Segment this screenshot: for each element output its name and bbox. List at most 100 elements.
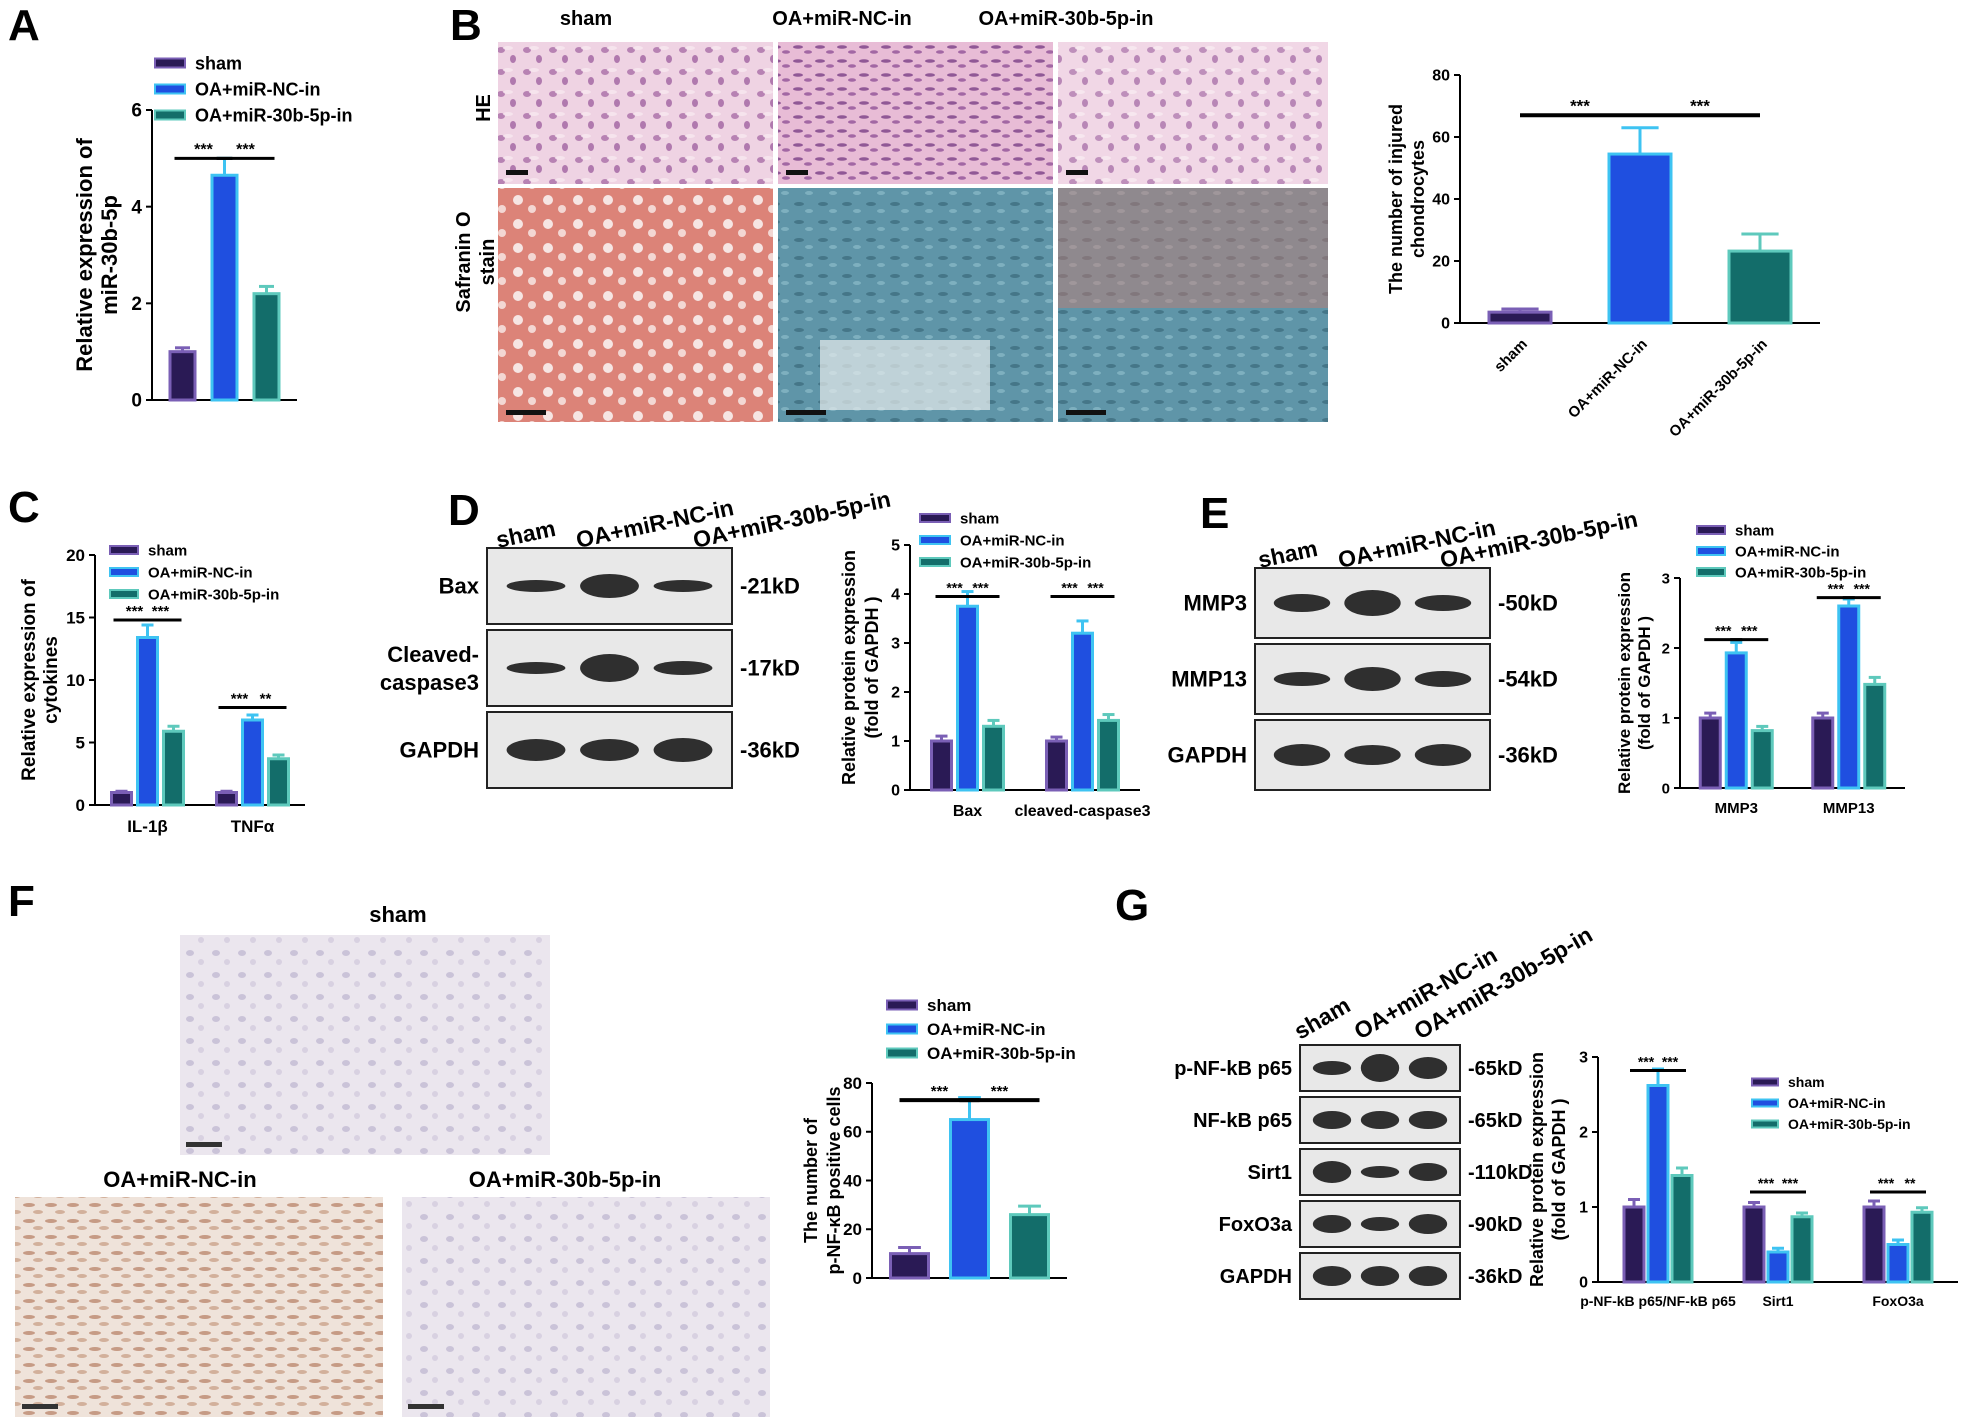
chart-e-legend-swatch [1696,546,1726,556]
chart-d-ylabel-2: (fold of GAPDH ) [862,597,882,739]
b-col-title-sham: sham [560,8,612,30]
chart-e: 0 1 2 3 Relative protein expression (fold of … [1615,522,1905,817]
blot-g-size-label: -65kD [1468,1110,1522,1132]
b-scale-bars [506,170,1106,415]
chart-e-bar [1837,604,1861,790]
blot-e-band [1414,671,1472,687]
chart-a-legend-label: sham [195,53,242,73]
b-col-title-nc: OA+miR-NC-in [772,8,911,30]
chart-g-legend-swatch [1751,1119,1779,1129]
chart-c-bar [267,757,290,807]
chart-f-legend-swatch [886,1047,918,1059]
blot-g-protein-label: p-NF-kB p65 [1174,1058,1292,1080]
chart-c-bar [162,729,185,807]
blot-g-band [1312,1215,1352,1233]
chart-f-bar [1009,1213,1050,1280]
chart-f-legend-swatch [886,999,918,1011]
blot-g-band [1312,1061,1352,1075]
chart-d-bar [1045,739,1068,792]
chart-f-ylabel-1: The number of [801,1117,821,1243]
f-scale-bars [22,1142,444,1409]
chart-b-ytick-label: 40 [1432,192,1450,209]
blot-d-band [653,661,713,675]
chart-d-category-label: cleaved-caspase3 [1014,803,1150,820]
chart-f-ytick-label: 20 [843,1220,862,1239]
chart-g-bar [1862,1205,1886,1284]
chart-f-legend-label: sham [927,996,971,1015]
chart-b-ylabel-2: chondrocytes [1408,140,1428,258]
blot-d-protein-label: Bax [439,574,480,599]
chart-g-bar [1742,1205,1766,1284]
chart-e-ylabel-2: (fold of GAPDH ) [1635,616,1654,750]
chart-a-ytick-label: 6 [131,101,142,122]
chart-c-legend-label: sham [148,542,187,559]
chart-d: 0 1 2 3 4 5 Relative protein expression (fold o… [839,510,1151,820]
panel-letter-g: G [1115,881,1149,930]
panel-letter-d: D [448,486,480,535]
chart-b-ytick-label: 80 [1432,68,1450,85]
blot-d-band [506,580,566,592]
chart-a-legend-swatch [154,83,186,95]
chart-c-legend-label: OA+miR-30b-5p-in [148,586,279,603]
chart-e-bar [1863,682,1887,790]
b-saf-sham-image [498,188,773,422]
f-title-nc: OA+miR-NC-in [103,1167,256,1192]
chart-f-ytick-label: 60 [843,1123,862,1142]
chart-b-bar [1727,249,1793,325]
chart-f-legend-swatch [886,1023,918,1035]
blot-d-size-label: -21kD [740,574,800,599]
chart-a-ylabel-1: Relative expression of [72,138,97,372]
blot-g-size-label: -36kD [1468,1266,1522,1288]
chart-e-bar [1811,716,1835,790]
b-row-label-saf-2: stain [477,239,499,286]
blot-e-band [1273,744,1331,766]
blot-e-band [1273,672,1331,686]
blot-e-band [1273,594,1331,612]
blot-d-protein-label-2: caspase3 [380,670,479,695]
panel-letter-a: A [8,1,40,50]
chart-g-legend-swatch [1751,1098,1779,1108]
f-title-in30: OA+miR-30b-5p-in [469,1167,662,1192]
chart-c-bar [215,791,238,807]
chart-f-ytick-label: 40 [843,1171,862,1190]
chart-e-legend-swatch [1696,567,1726,577]
chart-c-ylabel-1: Relative expression of [19,578,40,780]
chart-d-legend-swatch [919,513,951,523]
chart-g-legend-label: sham [1788,1074,1825,1090]
chart-c-significance-label: *** [152,603,170,620]
chart-g-bar [1622,1205,1646,1284]
chart-b-bar [1487,310,1553,325]
blot-g-size-label: -90kD [1468,1214,1522,1236]
blot-e-protein-label: GAPDH [1168,743,1247,768]
chart-a-bar [168,350,197,402]
chart-f: 0 20 40 60 80 The number of p-NF-κB positive c… [801,996,1076,1288]
chart-a-bar [210,173,239,402]
chart-c-legend-label: OA+miR-NC-in [148,564,253,581]
chart-b: 0 20 40 60 80 The number of injured chondrocyt… [1386,68,1820,441]
f-title-sham: sham [369,902,426,927]
chart-g-ylabel-1: Relative protein expression [1527,1052,1547,1287]
chart-g-significance-label: *** [1878,1175,1895,1191]
blot-g-band [1312,1111,1352,1129]
chart-g-bar [1910,1210,1934,1284]
chart-b-significance-label: *** [1570,96,1590,115]
chart-g-ytick-label: 1 [1579,1200,1588,1217]
blot-g-band [1360,1166,1400,1178]
chart-c-ytick-label: 5 [76,733,85,752]
chart-e-ytick-label: 2 [1662,640,1670,657]
chart-c-ytick-label: 10 [66,671,85,690]
blot-e-size-label: -50kD [1498,591,1558,616]
chart-e-bar [1724,651,1748,790]
blot-g-band [1312,1266,1352,1286]
blot-g-band [1312,1161,1352,1183]
chart-a-legend-label: OA+miR-NC-in [195,79,321,99]
panel-letter-f: F [8,877,35,926]
chart-c-significance-label: *** [126,603,144,620]
chart-g-bar [1790,1215,1814,1284]
chart-b-significance-label: *** [1690,96,1710,115]
f-ihc-sham-image [180,935,550,1155]
chart-c-category-label: IL-1β [127,817,168,836]
blot-g-band [1360,1217,1400,1231]
chart-f-legend-label: OA+miR-NC-in [927,1020,1046,1039]
